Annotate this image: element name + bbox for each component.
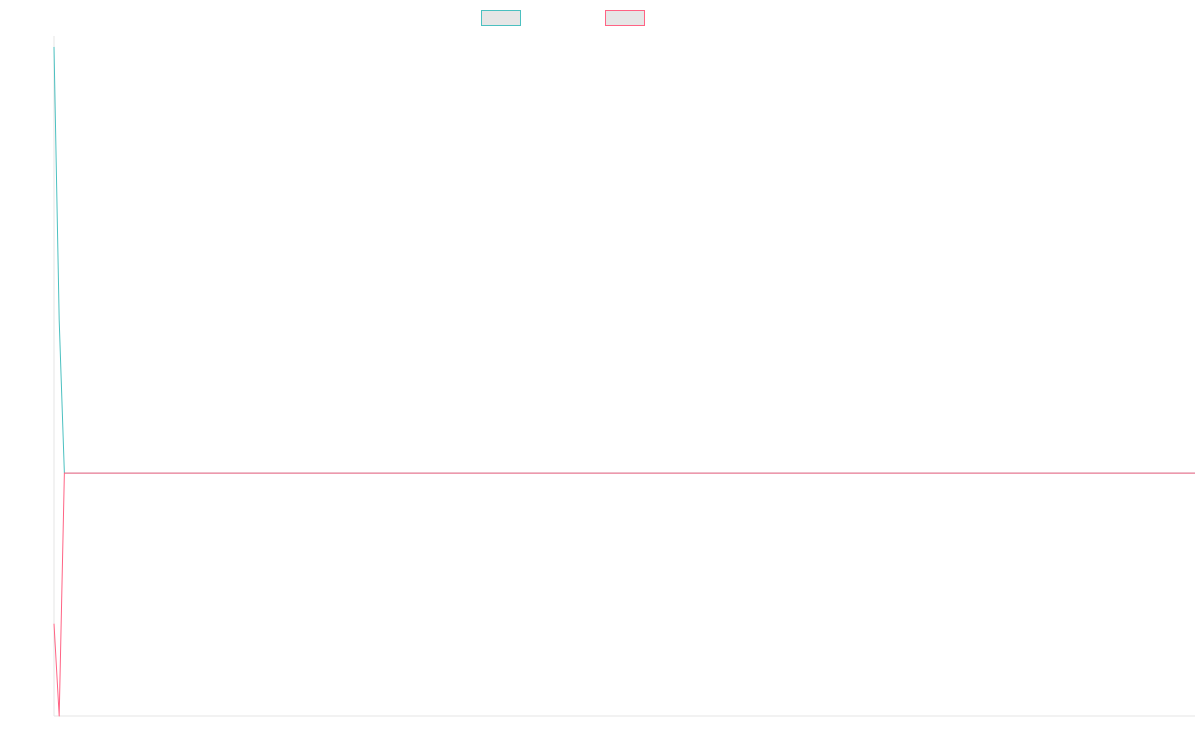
series-line-2 bbox=[53, 472, 1195, 717]
axes bbox=[53, 36, 1195, 717]
plot-area bbox=[53, 46, 1195, 717]
legend-swatch-2[interactable] bbox=[605, 10, 645, 26]
series-line-1 bbox=[53, 46, 1195, 474]
legend-swatch-1[interactable] bbox=[481, 10, 521, 26]
legend[interactable] bbox=[481, 10, 645, 26]
